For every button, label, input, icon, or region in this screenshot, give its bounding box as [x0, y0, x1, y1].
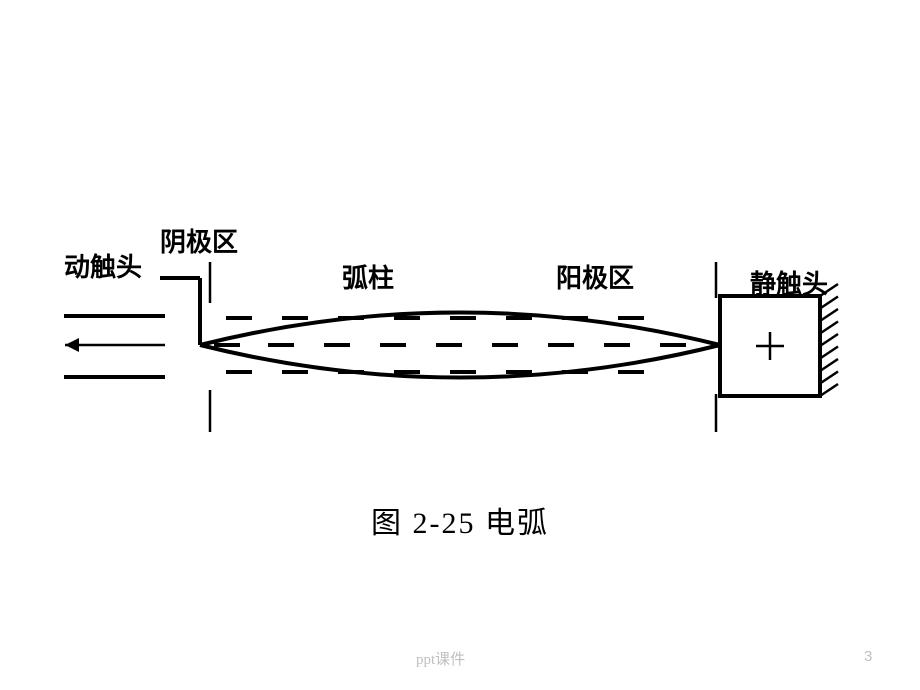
slide: 动触头 阴极区 弧柱 阳极区 静触头 图 2-25 电弧 ppt课件 3 [0, 0, 920, 690]
footer-text: ppt课件 [416, 648, 465, 669]
label-static-contact: 静触头 [750, 264, 828, 301]
label-anode-region: 阳极区 [556, 258, 634, 295]
label-cathode-region: 阴极区 [160, 222, 238, 259]
label-arc-column: 弧柱 [342, 258, 394, 295]
page-number: 3 [864, 648, 872, 665]
label-moving-contact: 动触头 [64, 247, 142, 284]
figure-caption: 图 2-25 电弧 [0, 498, 920, 542]
